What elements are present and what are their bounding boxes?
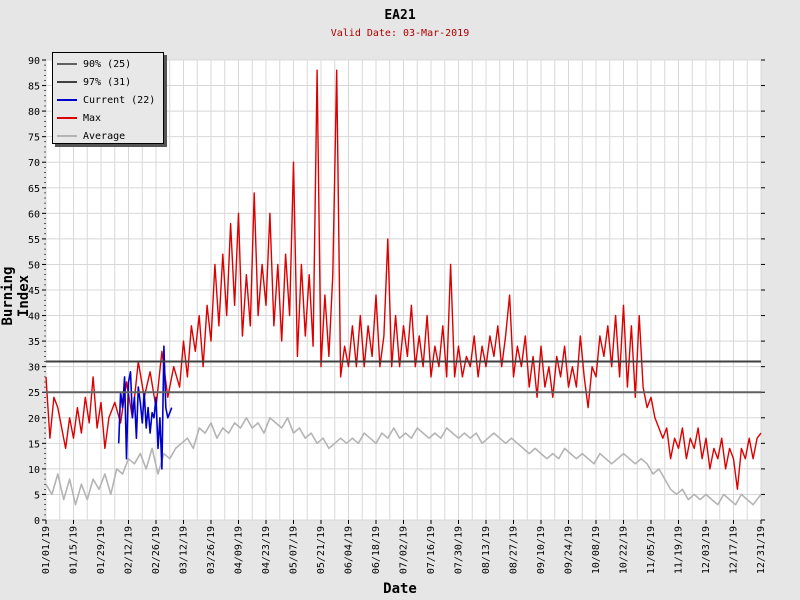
- y-tick-label: 65: [28, 184, 40, 195]
- legend-swatch: [57, 117, 77, 119]
- series-line-average: [45, 417, 762, 506]
- legend-swatch: [57, 135, 77, 137]
- x-tick-label: 10/08/19: [591, 526, 602, 574]
- y-tick-label: 60: [28, 209, 40, 220]
- x-tick-label: 12/17/19: [729, 526, 740, 574]
- legend-item-average: Average: [57, 129, 125, 143]
- y-tick-label: 5: [34, 490, 40, 501]
- legend-item-current: Current (22): [57, 93, 155, 107]
- x-tick-label: 09/24/19: [564, 526, 575, 574]
- series-line-current: [117, 345, 173, 470]
- x-tick-label: 08/13/19: [481, 526, 492, 574]
- legend-label: Current (22): [83, 94, 156, 106]
- x-tick-label: 02/12/19: [124, 526, 135, 574]
- x-tick-label: 10/22/19: [619, 526, 630, 574]
- legend-label: Max: [83, 112, 102, 124]
- y-tick-label: 75: [28, 133, 40, 144]
- y-tick-label: 40: [28, 312, 40, 323]
- y-tick-label: 35: [28, 337, 40, 348]
- legend-label: 90% (25): [83, 58, 132, 70]
- series-line-max: [45, 69, 762, 490]
- legend-swatch: [57, 81, 77, 83]
- legend-label: Average: [83, 130, 126, 142]
- x-tick-label: 11/19/19: [674, 526, 685, 574]
- chart-title: EA21: [384, 8, 416, 23]
- x-tick-label: 04/09/19: [234, 526, 245, 574]
- x-tick-label: 05/07/19: [289, 526, 300, 574]
- x-tick-label: 08/27/19: [509, 526, 520, 574]
- y-tick-label: 25: [28, 388, 40, 399]
- y-tick-label: 45: [28, 286, 40, 297]
- x-tick-label: 01/29/19: [96, 526, 107, 574]
- legend-label: 97% (31): [83, 76, 132, 88]
- x-tick-label: 06/18/19: [371, 526, 382, 574]
- y-tick-label: 0: [34, 516, 40, 527]
- legend-item-max: Max: [57, 111, 101, 125]
- legend-item-90: 90% (25): [57, 57, 131, 71]
- y-tick-label: 20: [28, 414, 40, 425]
- x-tick-label: 02/26/19: [151, 526, 162, 574]
- x-tick-label: 09/10/19: [536, 526, 547, 574]
- y-tick-label: 10: [28, 465, 40, 476]
- x-tick-label: 03/12/19: [179, 526, 190, 574]
- y-tick-label: 90: [28, 56, 40, 67]
- y-tick-label: 85: [28, 82, 40, 93]
- x-tick-label: 12/03/19: [701, 526, 712, 574]
- legend: 90% (25) 97% (31) Current (22) Max Avera…: [52, 52, 164, 144]
- x-tick-label: 12/31/19: [756, 526, 767, 574]
- x-tick-label: 03/26/19: [206, 526, 217, 574]
- x-tick-label: 04/23/19: [261, 526, 272, 574]
- x-tick-label: 01/01/19: [41, 526, 52, 574]
- y-tick-label: 70: [28, 158, 40, 169]
- legend-swatch: [57, 99, 77, 101]
- chart-subtitle: Valid Date: 03-Mar-2019: [330, 28, 470, 39]
- y-axis-label: Burning Index: [0, 266, 32, 326]
- x-tick-label: 07/16/19: [426, 526, 437, 574]
- x-tick-label: 05/21/19: [316, 526, 327, 574]
- x-axis-label: Date: [383, 581, 417, 597]
- y-tick-label: 30: [28, 363, 40, 374]
- legend-swatch: [57, 63, 77, 65]
- y-tick-label: 15: [28, 439, 40, 450]
- y-tick-label: 55: [28, 235, 40, 246]
- x-tick-label: 07/30/19: [454, 526, 465, 574]
- x-tick-label: 06/04/19: [344, 526, 355, 574]
- x-tick-label: 11/05/19: [646, 526, 657, 574]
- legend-item-97: 97% (31): [57, 75, 131, 89]
- y-tick-label: 50: [28, 260, 40, 271]
- x-tick-label: 07/02/19: [399, 526, 410, 574]
- y-tick-label: 80: [28, 107, 40, 118]
- x-tick-label: 01/15/19: [69, 526, 80, 574]
